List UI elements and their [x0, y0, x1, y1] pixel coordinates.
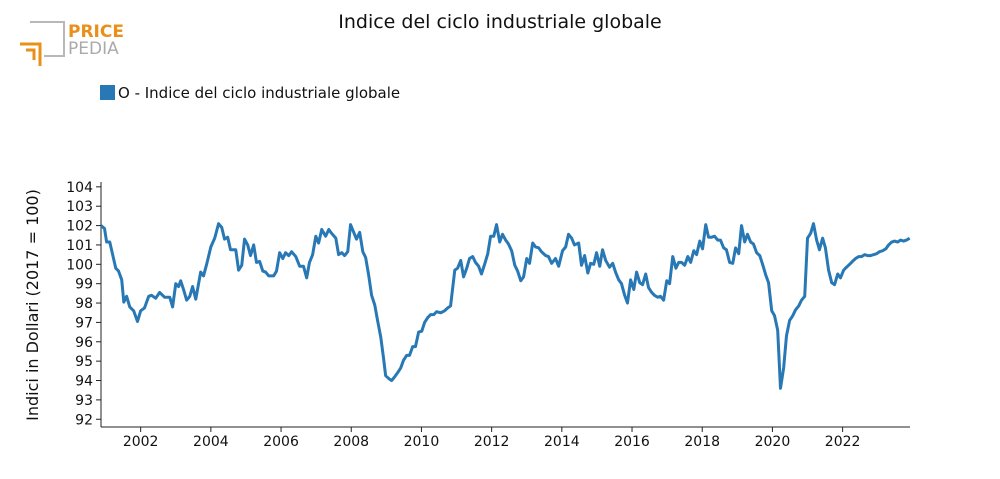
data-line	[100, 222, 911, 390]
x-tick-label: 2022	[825, 434, 861, 450]
logo-frame	[30, 21, 65, 57]
logo-text: PEDIA	[68, 39, 119, 59]
y-tick-label: 100	[66, 257, 93, 273]
x-tick-label: 2014	[544, 434, 580, 450]
y-tick-label: 93	[75, 393, 93, 409]
x-tick-label: 2008	[333, 434, 369, 450]
logo-mark	[20, 42, 42, 66]
y-tick-label: 104	[66, 180, 93, 196]
y-tick-label: 103	[66, 199, 93, 215]
y-tick-label: 101	[66, 238, 93, 254]
x-tick-label: 2018	[684, 434, 720, 450]
x-tick-label: 2006	[263, 434, 299, 450]
y-tick-label: 94	[75, 374, 93, 390]
x-tick-label: 2004	[193, 434, 229, 450]
logo: PRICE PEDIA	[20, 21, 124, 66]
legend-swatch	[100, 85, 115, 100]
x-tick-label: 2012	[474, 434, 510, 450]
y-tick-label: 96	[75, 335, 93, 351]
logo-text: PRICE	[68, 22, 124, 42]
y-tick-label: 99	[75, 277, 93, 293]
x-tick-label: 2020	[755, 434, 791, 450]
chart-title: Indice del ciclo industriale globale	[338, 11, 662, 33]
y-tick-label: 97	[75, 315, 93, 331]
y-tick-label: 92	[75, 412, 93, 428]
x-tick-label: 2016	[614, 434, 650, 450]
y-tick-label: 98	[75, 296, 93, 312]
legend-label: O - Indice del ciclo industriale globale	[118, 84, 400, 102]
y-tick-label: 95	[75, 354, 93, 370]
y-axis-label: Indici in Dollari (2017 = 100)	[23, 189, 42, 421]
y-tick-label: 102	[66, 219, 93, 235]
x-tick-label: 2010	[404, 434, 440, 450]
x-tick-label: 2002	[123, 434, 159, 450]
